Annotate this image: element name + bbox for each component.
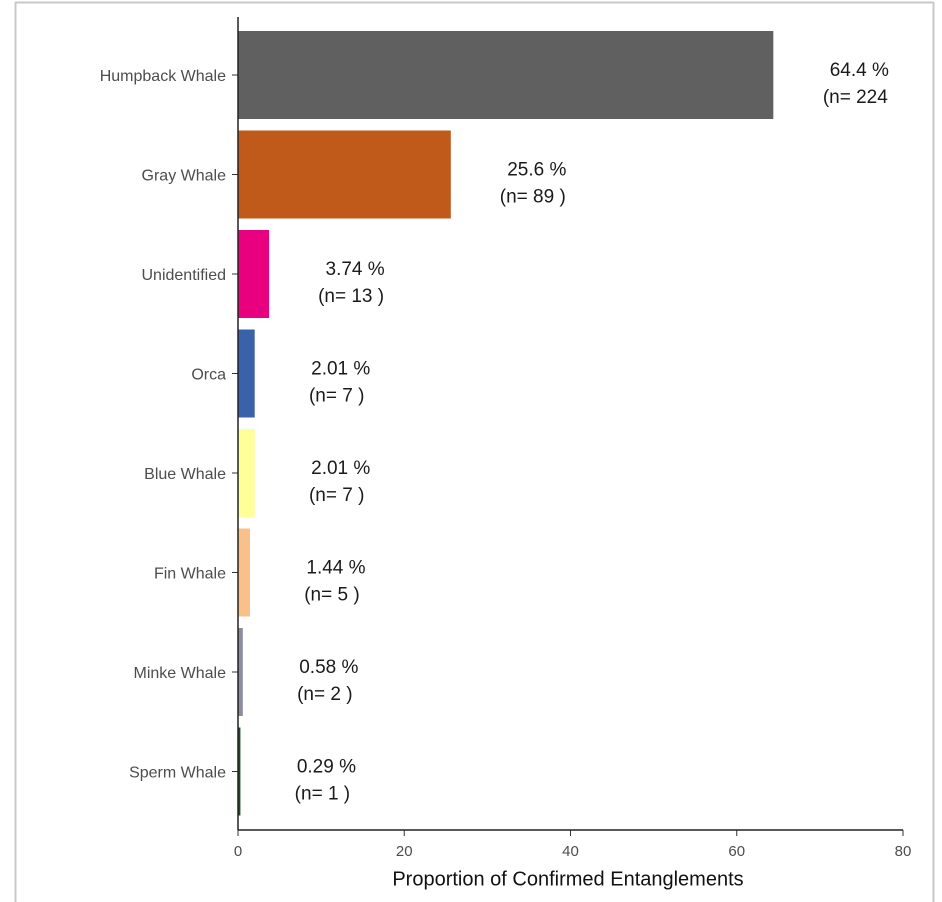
value-label: 3.74 % [326,259,385,280]
y-tick-label: Blue Whale [144,466,226,483]
count-label: (n= 7 ) [309,386,364,407]
count-label: (n= 13 ) [318,286,384,307]
x-axis-title: Proportion of Confirmed Entanglements [392,868,743,890]
count-label: (n= 89 ) [500,187,566,208]
bar [238,429,255,517]
x-tick-label: 20 [396,843,413,860]
value-label: 0.29 % [297,757,356,778]
value-label: 1.44 % [306,558,365,579]
value-label: 0.58 % [299,657,358,678]
bar [238,31,774,119]
value-label: 64.4 % [830,60,889,81]
y-tick-label: Gray Whale [142,168,227,185]
bar [238,528,250,617]
x-tick-label: 40 [562,843,579,860]
y-tick-label: Unidentified [142,267,227,284]
bar [238,329,255,418]
y-tick-label: Minke Whale [134,665,227,682]
x-tick-label: 60 [728,843,745,860]
value-label: 2.01 % [311,359,370,380]
bar [238,230,270,318]
count-label: (n= 2 ) [297,684,352,705]
y-tick-label: Humpback Whale [100,68,226,85]
value-label: 25.6 % [507,160,566,181]
y-tick-label: Fin Whale [154,566,226,583]
bar [238,130,451,219]
value-label: 2.01 % [311,458,370,479]
y-tick-label: Sperm Whale [129,765,226,782]
x-tick-label: 0 [234,843,242,860]
x-tick-label: 80 [895,843,912,860]
y-tick-label: Orca [191,367,226,384]
bar [238,628,243,716]
count-label: (n= 7 ) [309,485,364,506]
count-label: (n= 5 ) [304,585,359,606]
count-label: (n= 224 [823,87,888,108]
count-label: (n= 1 ) [295,784,350,805]
bar [238,727,241,816]
